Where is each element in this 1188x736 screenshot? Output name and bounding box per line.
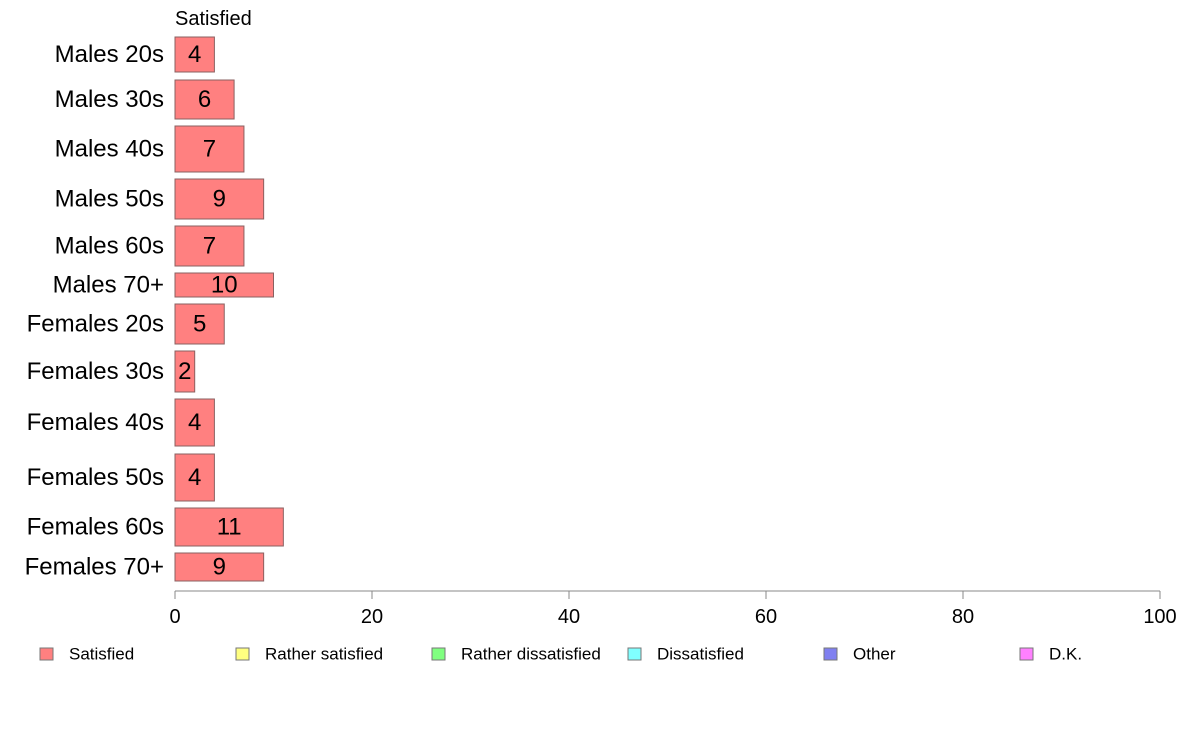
bar [174,303,225,345]
legend-label: Dissatisfied [657,645,744,664]
x-tick-label: 80 [952,606,974,628]
bar [174,272,274,298]
category-label: Males 50s [55,186,164,213]
bar [174,125,245,173]
x-axis: 0 20 40 60 80 100 [169,590,1177,628]
bar-value-label: 10 [211,272,238,299]
legend-label: Satisfied [69,645,134,664]
bar [174,398,215,447]
category-label: Females 50s [27,464,164,491]
bar-value-label: 11 [217,514,242,541]
legend-swatch [39,647,54,661]
category-label: Males 30s [55,86,164,113]
bar-value-label: 4 [188,409,201,436]
bar [174,552,265,582]
legend-label: Other [853,645,896,664]
legend: Satisfied Rather satisfied Rather dissatis… [39,645,1082,664]
bar [174,350,196,393]
category-label: Females 30s [27,358,164,385]
bar-value-label: 7 [203,233,216,260]
x-tick-label: 0 [169,606,180,628]
legend-swatch [235,647,250,661]
bar-value-label: 4 [188,464,201,491]
category-label: Females 20s [27,311,164,338]
category-label: Males 20s [55,41,164,68]
legend-swatch [431,647,446,661]
bar-value-label: 6 [198,86,211,113]
legend-swatch [627,647,642,661]
legend-swatch [823,647,838,661]
bar-value-label: 4 [188,41,201,68]
category-label: Males 40s [55,136,164,163]
bars-group: Males 20s 4 Males 30s 6 Males 40s 7 Males 50s 9… [25,36,284,582]
category-label: Males 70+ [53,272,164,299]
bar [174,36,215,73]
legend-swatch [1019,647,1034,661]
series-header: Satisfied [175,8,252,30]
x-tick-label: 100 [1143,606,1176,628]
legend-label: D.K. [1049,645,1082,664]
x-tick-label: 60 [755,606,777,628]
bar [174,178,265,220]
bar [174,225,245,267]
bar [174,79,235,120]
bar-value-label: 9 [213,554,226,581]
category-label: Females 40s [27,409,164,436]
category-label: Males 60s [55,233,164,260]
category-label: Females 60s [27,514,164,541]
bar [174,507,284,547]
category-label: Females 70+ [25,554,164,581]
legend-label: Rather dissatisfied [461,645,601,664]
bar-value-label: 7 [203,136,216,163]
x-tick-label: 40 [558,606,580,628]
legend-label: Rather satisfied [265,645,383,664]
bar-value-label: 9 [213,186,226,213]
x-tick-label: 20 [361,606,383,628]
bar-value-label: 5 [193,311,206,338]
bar [174,453,215,502]
bar-value-label: 2 [178,358,191,385]
